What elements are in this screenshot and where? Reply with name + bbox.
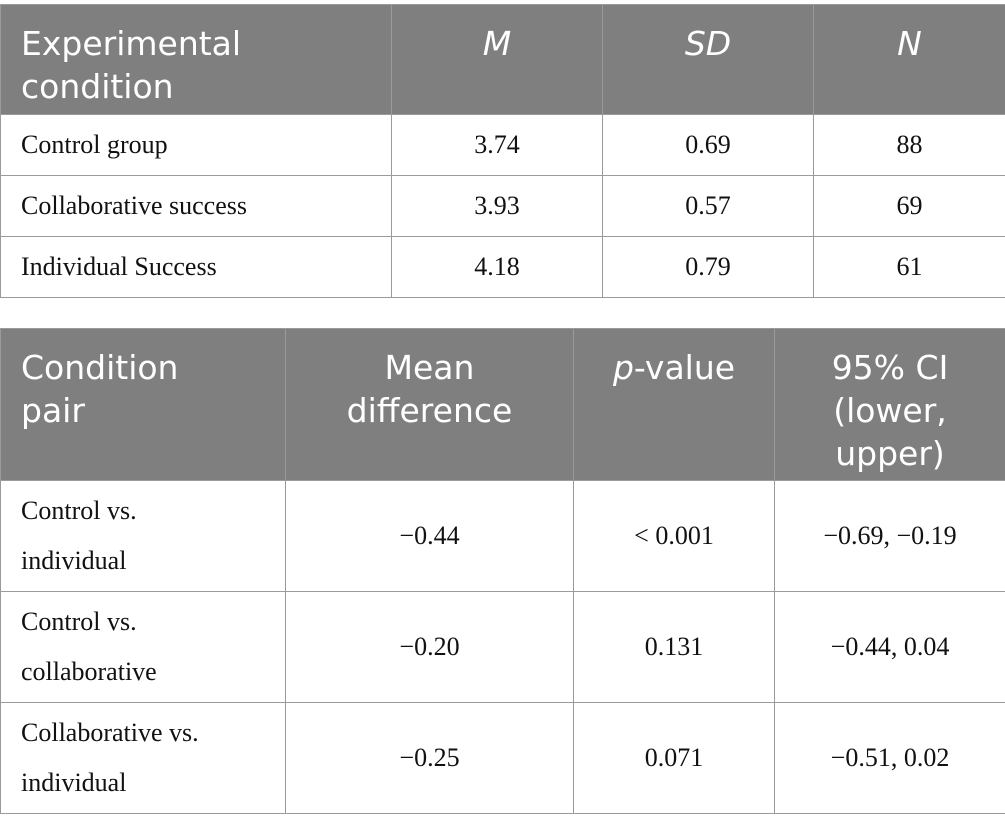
condition-cell: Control group [0, 114, 392, 176]
header-confidence-interval: 95% CI (lower, upper) [774, 328, 1005, 481]
header-n: N [813, 4, 1005, 115]
condition-pair-cell: Collaborative vs. individual [0, 702, 286, 814]
header-p-value: p-value [573, 328, 775, 481]
table-row: Control vs. individual −0.44 < 0.001 −0.… [0, 480, 1005, 592]
table-row: Collaborative vs. individual −0.25 0.071… [0, 702, 1005, 814]
header-sd: SD [602, 4, 814, 115]
pairwise-comparison-table: Condition pair Mean difference p-value 9… [0, 328, 1005, 814]
mean-cell: 3.74 [391, 114, 603, 176]
condition-cell: Collaborative success [0, 175, 392, 237]
table-row: Control vs. collaborative −0.20 0.131 −0… [0, 591, 1005, 703]
header-experimental-condition: Experimental condition [0, 4, 392, 115]
condition-cell: Individual Success [0, 236, 392, 298]
sd-cell: 0.69 [602, 114, 814, 176]
sd-cell: 0.57 [602, 175, 814, 237]
p-value-cell: < 0.001 [573, 480, 775, 592]
header-mean-difference: Mean difference [285, 328, 574, 481]
confidence-interval-cell: −0.44, 0.04 [774, 591, 1005, 703]
confidence-interval-cell: −0.69, −0.19 [774, 480, 1005, 592]
table-row: Collaborative success 3.93 0.57 69 [0, 175, 1005, 237]
table-header-row: Condition pair Mean difference p-value 9… [0, 328, 1005, 481]
table-row: Individual Success 4.18 0.79 61 [0, 236, 1005, 298]
p-letter: p [612, 348, 634, 387]
mean-cell: 3.93 [391, 175, 603, 237]
mean-cell: 4.18 [391, 236, 603, 298]
mean-difference-cell: −0.44 [285, 480, 574, 592]
table-row: Control group 3.74 0.69 88 [0, 114, 1005, 176]
sd-cell: 0.79 [602, 236, 814, 298]
mean-difference-cell: −0.25 [285, 702, 574, 814]
condition-pair-cell: Control vs. individual [0, 480, 286, 592]
n-cell: 61 [813, 236, 1005, 298]
p-value-cell: 0.131 [573, 591, 775, 703]
descriptive-statistics-table: Experimental condition M SD N Control gr… [0, 4, 1005, 298]
header-mean: M [391, 4, 603, 115]
value-suffix: -value [633, 348, 736, 387]
condition-pair-cell: Control vs. collaborative [0, 591, 286, 703]
mean-difference-cell: −0.20 [285, 591, 574, 703]
p-value-cell: 0.071 [573, 702, 775, 814]
n-cell: 88 [813, 114, 1005, 176]
header-condition-pair: Condition pair [0, 328, 286, 481]
table-header-row: Experimental condition M SD N [0, 4, 1005, 115]
confidence-interval-cell: −0.51, 0.02 [774, 702, 1005, 814]
n-cell: 69 [813, 175, 1005, 237]
